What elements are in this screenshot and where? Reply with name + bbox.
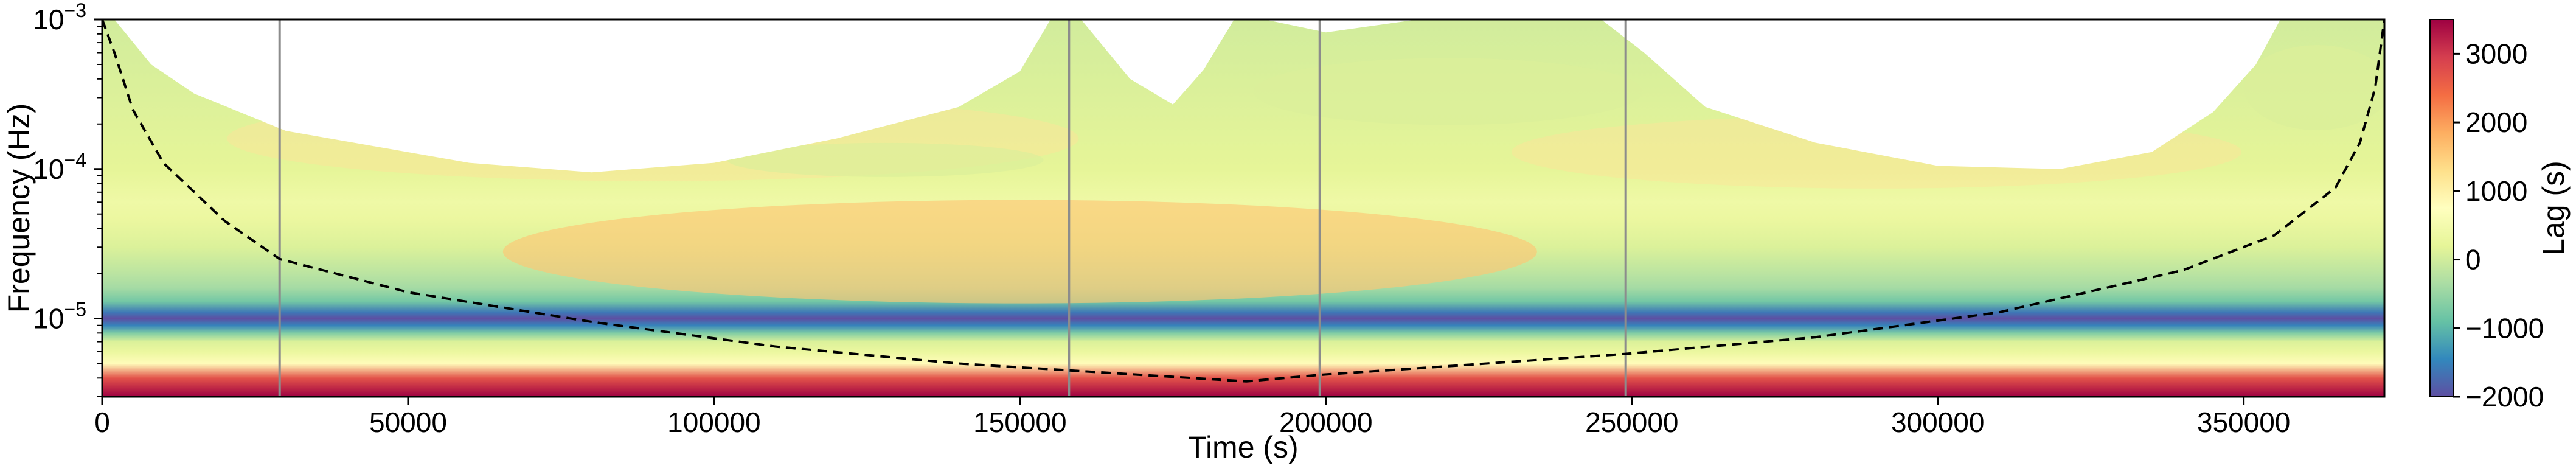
heatmap-positive-lag-region — [502, 200, 1537, 304]
colorbar-label: Lag (s) — [2536, 161, 2571, 256]
x-tick-label: 50000 — [369, 406, 447, 438]
heatmap-green-patch — [2244, 45, 2384, 131]
y-tick-label: 10−4 — [33, 149, 86, 185]
x-tick-label: 0 — [94, 406, 110, 438]
colorbar-ticks: −2000 −1000 0 1000 2000 3000 — [2453, 38, 2544, 413]
cone-of-influence-line — [102, 19, 2384, 383]
colorbar-scale — [2429, 19, 2454, 397]
heatmap-green-patch — [727, 142, 1044, 177]
plot-area — [101, 18, 2386, 398]
y-axis: 10−5 10−4 10−3 — [33, 0, 102, 397]
y-axis-label: Frequency (Hz) — [2, 103, 36, 313]
x-axis: 0 50000 100000 150000 200000 250000 300000 3500… — [94, 397, 2290, 438]
x-axis-label: Time (s) — [1188, 430, 1298, 464]
masked-region — [102, 19, 2384, 173]
colorbar-tick-label: 0 — [2465, 244, 2481, 276]
x-tick-label: 350000 — [2197, 406, 2291, 438]
heatmap-green-patch — [1253, 58, 1643, 125]
x-tick-label: 200000 — [1279, 406, 1373, 438]
colorbar-tick-label: −1000 — [2465, 312, 2544, 344]
colorbar-tick-label: 3000 — [2465, 38, 2527, 69]
x-tick-label: 150000 — [973, 406, 1067, 438]
vertical-lines — [278, 19, 1627, 397]
y-tick-label: 10−5 — [33, 299, 86, 335]
plot-frame — [101, 18, 2386, 398]
x-tick-label: 300000 — [1891, 406, 1985, 438]
colorbar-tick-label: 2000 — [2465, 106, 2527, 138]
colorbar-tick-label: −2000 — [2465, 381, 2544, 413]
y-tick-label: 10−3 — [33, 0, 86, 35]
colorbar-tick-label: 1000 — [2465, 175, 2527, 207]
lag-heatmap — [102, 19, 2384, 397]
x-tick-label: 100000 — [667, 406, 761, 438]
colorbar: −2000 −1000 0 1000 2000 3000 Lag (s) — [2429, 19, 2571, 413]
x-tick-label: 250000 — [1585, 406, 1679, 438]
